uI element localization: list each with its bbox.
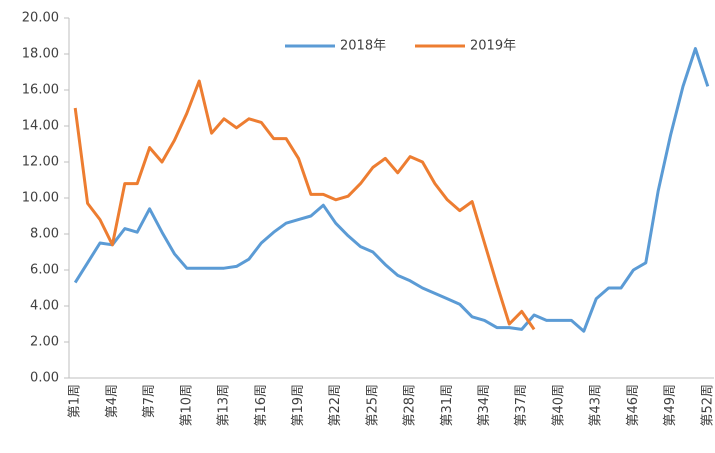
x-tick-label: 第10周 xyxy=(179,384,194,427)
y-tick-label: 12.00 xyxy=(22,155,59,170)
y-tick-label: 18.00 xyxy=(22,47,59,62)
y-tick-label: 4.00 xyxy=(30,299,59,314)
x-tick-label: 第52周 xyxy=(700,384,715,427)
y-tick-label: 14.00 xyxy=(22,119,59,134)
x-tick-label: 第46周 xyxy=(626,384,641,427)
x-tick-label: 第22周 xyxy=(328,384,343,427)
x-tick-label: 第13周 xyxy=(217,384,232,427)
x-tick-label: 第1周 xyxy=(68,384,83,418)
x-tick-label: 第25周 xyxy=(365,384,380,427)
x-tick-label: 第4周 xyxy=(105,384,120,418)
x-tick-label: 第34周 xyxy=(477,384,492,427)
legend-label: 2019年 xyxy=(470,39,516,54)
legend-label: 2018年 xyxy=(340,39,386,54)
y-tick-label: 16.00 xyxy=(22,83,59,98)
x-tick-label: 第28周 xyxy=(403,384,418,427)
y-tick-label: 6.00 xyxy=(30,263,59,278)
x-tick-label: 第16周 xyxy=(254,384,269,427)
x-tick-label: 第37周 xyxy=(514,384,529,427)
y-tick-label: 8.00 xyxy=(30,227,59,242)
y-tick-label: 0.00 xyxy=(30,371,59,386)
x-tick-label: 第19周 xyxy=(291,384,306,427)
line-series xyxy=(73,47,710,333)
y-tick-label: 20.00 xyxy=(22,11,59,26)
x-tick-label: 第7周 xyxy=(142,384,157,418)
x-tick-label: 第49周 xyxy=(663,384,678,427)
x-tick-label: 第31周 xyxy=(440,384,455,427)
y-tick-label: 10.00 xyxy=(22,191,59,206)
x-tick-label: 第40周 xyxy=(551,384,566,427)
line-series xyxy=(73,79,536,331)
y-tick-label: 2.00 xyxy=(30,335,59,350)
x-tick-label: 第43周 xyxy=(589,384,604,427)
